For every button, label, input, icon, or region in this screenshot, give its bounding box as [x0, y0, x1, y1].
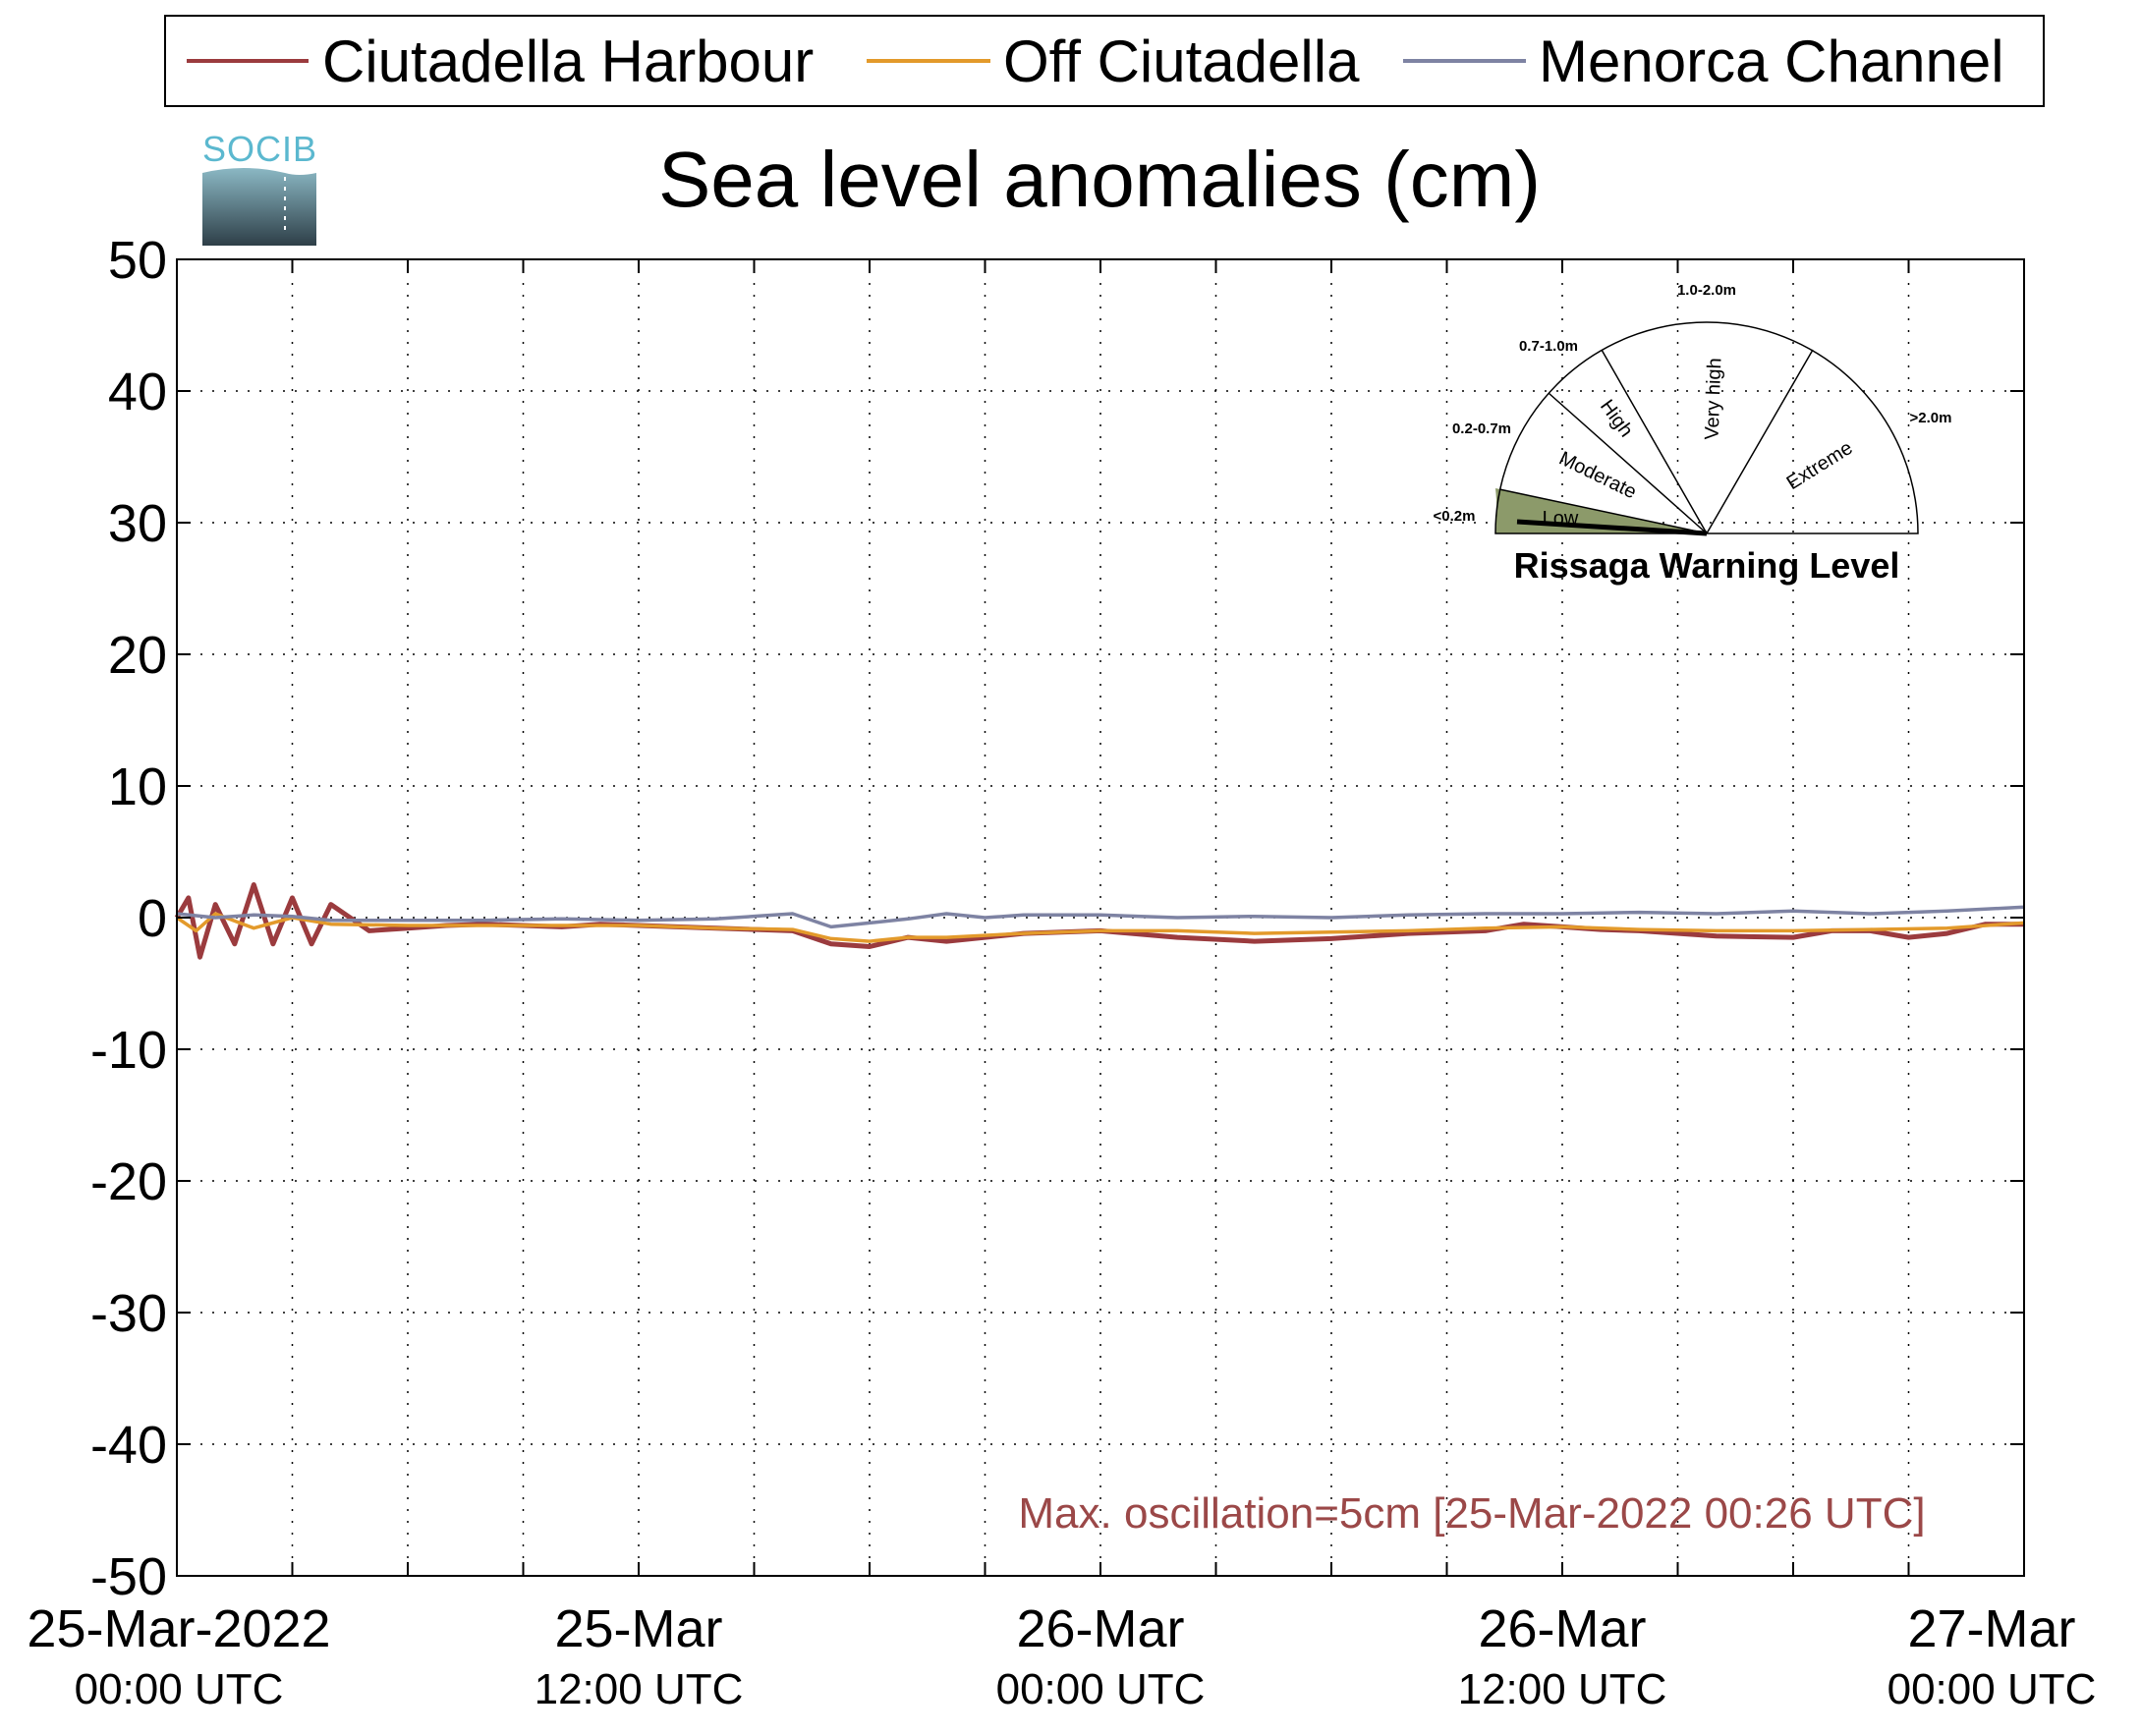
legend-label-ciutadella-harbour: Ciutadella Harbour: [322, 28, 814, 94]
series-layer: [174, 882, 2025, 960]
gauge-divider-3: [1601, 349, 1708, 534]
y-tick-label: -40: [90, 1416, 167, 1475]
gauge-range-very-high: 1.0-2.0m: [1677, 282, 1736, 299]
grid-lines: [177, 259, 2024, 1576]
series-line-ciutadella-harbour: [174, 882, 2024, 960]
legend-label-off-ciutadella: Off Ciutadella: [1003, 28, 1360, 94]
y-tick-label: 40: [108, 363, 167, 421]
y-tick-label: 10: [108, 757, 167, 816]
x-tick-label-date: 27-Mar: [1907, 1599, 2075, 1658]
y-tick-label: 50: [108, 231, 167, 290]
x-tick-label-time: 00:00 UTC: [75, 1665, 284, 1713]
y-axis-ticks: 50 40 30 20 10 0 -10 -20 -30 -40 -50: [90, 231, 2024, 1606]
x-tick-label-date: 26-Mar: [1016, 1599, 1184, 1658]
x-axis-ticks: 25-Mar-2022 00:00 UTC 25-Mar 12:00 UTC 26-Ma…: [27, 259, 2096, 1713]
gauge-range-high: 0.7-1.0m: [1519, 338, 1578, 355]
max-oscillation-annotation: Max. oscillation=5cm [25-Mar-2022 00:26 …: [1018, 1489, 1925, 1538]
y-tick-label: -30: [90, 1284, 167, 1343]
gauge-divider-4: [1706, 349, 1814, 534]
gauge-title: Rissaga Warning Level: [1514, 545, 1900, 586]
x-tick-label-time: 00:00 UTC: [1887, 1665, 2097, 1713]
gauge-divider-2: [1548, 392, 1708, 534]
x-tick-label-date: 26-Mar: [1478, 1599, 1646, 1658]
y-tick-label: -10: [90, 1021, 167, 1080]
y-tick-label: 0: [138, 889, 167, 948]
legend-box: [164, 15, 2045, 107]
x-tick-label-time: 00:00 UTC: [996, 1665, 1206, 1713]
y-tick-label: -20: [90, 1152, 167, 1211]
gauge-needle: [1516, 519, 1708, 536]
gauge-divider-1: [1498, 488, 1708, 534]
socib-logo: SOCIB: [202, 129, 317, 246]
rissaga-warning-gauge: Low Moderate High Very high Extreme <0.2…: [1434, 282, 1952, 586]
series-line-off-ciutadella: [176, 912, 2025, 943]
gauge-range-extreme: >2.0m: [1910, 410, 1952, 426]
x-tick-label-date: 25-Mar: [554, 1599, 722, 1658]
legend-label-menorca-channel: Menorca Channel: [1539, 28, 2004, 94]
gauge-label-very-high: Very high: [1702, 358, 1726, 440]
logo-text: SOCIB: [202, 129, 317, 169]
y-tick-label: 30: [108, 494, 167, 553]
gauge-range-low: <0.2m: [1434, 508, 1476, 525]
logo-wave-shape: [202, 168, 316, 246]
y-tick-label: 20: [108, 626, 167, 685]
plot-background: [177, 259, 2024, 1576]
y-tick-label: -50: [90, 1547, 167, 1606]
x-tick-label-time: 12:00 UTC: [1458, 1665, 1667, 1713]
gauge-label-low: Low: [1543, 508, 1579, 530]
chart-title: Sea level anomalies (cm): [658, 136, 1541, 223]
x-tick-label-time: 12:00 UTC: [535, 1665, 744, 1713]
series-line-menorca-channel: [176, 905, 2025, 929]
gauge-range-moderate: 0.2-0.7m: [1452, 420, 1511, 437]
gauge-outline: [1494, 321, 1919, 534]
legend: Ciutadella Harbour Off Ciutadella Menorc…: [164, 15, 2045, 107]
x-tick-label-date: 25-Mar-2022: [27, 1599, 330, 1658]
